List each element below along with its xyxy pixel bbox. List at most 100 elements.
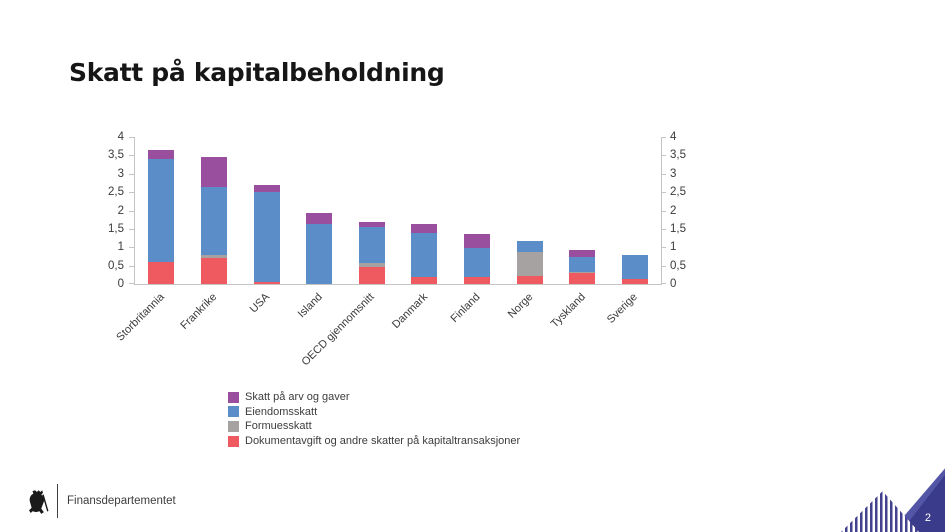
y-axis-tickmark-right <box>661 173 666 175</box>
legend-swatch <box>228 435 239 447</box>
bar-segment <box>569 249 596 258</box>
y-axis-tickmark-right <box>661 137 666 138</box>
legend-label: Dokumentavgift og andre skatter på kapit… <box>245 435 521 448</box>
bar-Finland <box>463 137 490 284</box>
bar-segment <box>253 282 280 284</box>
y-axis-tick-label-right: 2 <box>670 204 677 217</box>
bar-segment <box>200 157 227 187</box>
bar-segment <box>200 258 227 284</box>
legend-swatch <box>228 420 239 432</box>
slide-footer: Finansdepartementet <box>0 472 945 532</box>
legend-item: Formuesskatt <box>228 419 520 434</box>
y-axis-tickmark-right <box>661 283 666 284</box>
bar-segment <box>411 224 438 234</box>
y-axis-tick-label-right: 2,5 <box>670 186 686 199</box>
y-axis-tick-label-right: 3,5 <box>670 149 686 162</box>
y-axis-tickmark-left <box>129 137 134 138</box>
legend-item: Dokumentavgift og andre skatter på kapit… <box>228 434 520 449</box>
y-axis-tickmark-right <box>661 228 666 230</box>
x-axis-label: Island <box>295 291 325 321</box>
y-axis-tickmark-right <box>661 192 666 194</box>
y-axis-tick-label-right: 1 <box>670 241 677 254</box>
bar-segment <box>358 263 385 268</box>
y-axis-tickmark-right <box>661 155 666 157</box>
x-axis-label: Frankrike <box>178 291 220 332</box>
x-axis-label: Danmark <box>389 291 430 332</box>
legend-swatch <box>228 406 239 418</box>
y-axis-tickmark-left <box>129 192 134 194</box>
bar-Norge <box>516 137 543 284</box>
y-axis-tick-label-left: 1 <box>117 241 124 254</box>
legend-item: Eiendomsskatt <box>228 405 520 420</box>
y-axis-tick-label-right: 3 <box>670 167 677 180</box>
legend-label: Skatt på arv og gaver <box>245 391 350 404</box>
bar-segment <box>411 233 438 277</box>
bar-Tyskland <box>569 137 596 284</box>
y-axis-tickmark-left <box>129 210 134 212</box>
y-axis-tick-label-right: 0,5 <box>670 259 686 272</box>
bar-Frankrike <box>200 137 227 284</box>
norwegian-lion-crest-icon <box>29 490 49 514</box>
y-axis-tick-label-left: 1,5 <box>108 222 124 235</box>
bar-segment <box>463 248 490 277</box>
x-axis-label: Tyskland <box>548 291 588 331</box>
y-axis-tick-label-left: 4 <box>117 131 124 143</box>
bar-OECD gjennomsnitt <box>358 137 385 284</box>
bar-segment <box>358 227 385 264</box>
y-axis-tickmark-left <box>129 173 134 175</box>
y-axis-tickmark-right <box>661 210 666 212</box>
y-axis-tickmark-right <box>661 247 666 249</box>
page-number: 2 <box>924 512 931 524</box>
x-axis-label: USA <box>247 291 272 316</box>
y-axis-tick-label-left: 0 <box>117 278 124 290</box>
y-axis-tickmark-left <box>129 265 134 267</box>
bar-segment <box>463 276 490 284</box>
bar-segment <box>569 257 596 272</box>
bar-segment <box>148 261 175 284</box>
ministry-name: Finansdepartementet <box>67 495 176 507</box>
bar-segment <box>306 224 333 284</box>
bar-segment <box>516 241 543 252</box>
y-axis-tick-label-left: 3 <box>117 167 124 180</box>
bar-segment <box>516 275 543 284</box>
legend-swatch <box>228 391 239 403</box>
bar-segment <box>411 276 438 284</box>
bar-segment <box>253 192 280 283</box>
x-axis-label: Storbritannia <box>114 291 167 344</box>
bar-segment <box>306 212 333 225</box>
y-axis-tick-label-right: 0 <box>670 278 677 290</box>
bar-Danmark <box>411 137 438 284</box>
corner-decoration: 2 <box>815 437 945 532</box>
bar-segment <box>358 267 385 284</box>
y-axis-tick-label-left: 3,5 <box>108 149 124 162</box>
y-axis-tickmark-left <box>129 228 134 230</box>
y-axis-tick-label-left: 0,5 <box>108 259 124 272</box>
bar-segment <box>569 271 596 274</box>
y-axis-tickmark-right <box>661 265 666 267</box>
bar-segment <box>253 184 280 193</box>
legend-label: Eiendomsskatt <box>245 405 318 418</box>
legend-item: Skatt på arv og gaver <box>228 390 520 405</box>
x-axis-label: Sverige <box>605 291 641 326</box>
bar-Storbritannia <box>148 137 175 284</box>
bar-segment <box>200 255 227 259</box>
y-axis-tick-label-right: 1,5 <box>670 222 686 235</box>
footer-divider <box>57 484 58 518</box>
bar-Island <box>306 137 333 284</box>
y-axis-tick-label-left: 2,5 <box>108 186 124 199</box>
legend-label: Formuesskatt <box>245 420 312 433</box>
slide-title: Skatt på kapitalbeholdning <box>69 58 445 87</box>
bar-USA <box>253 137 280 284</box>
bar-segment <box>569 273 596 284</box>
bar-Sverige <box>621 137 648 284</box>
bar-segment <box>148 159 175 262</box>
x-axis-label: Finland <box>448 291 483 325</box>
bar-segment <box>358 222 385 228</box>
y-axis-tick-label-right: 4 <box>670 131 677 143</box>
y-axis-tickmark-left <box>129 283 134 284</box>
bar-segment <box>621 278 648 284</box>
plot-area <box>129 137 666 285</box>
x-axis-label: Norge <box>505 291 535 321</box>
y-axis-tick-label-left: 2 <box>117 204 124 217</box>
